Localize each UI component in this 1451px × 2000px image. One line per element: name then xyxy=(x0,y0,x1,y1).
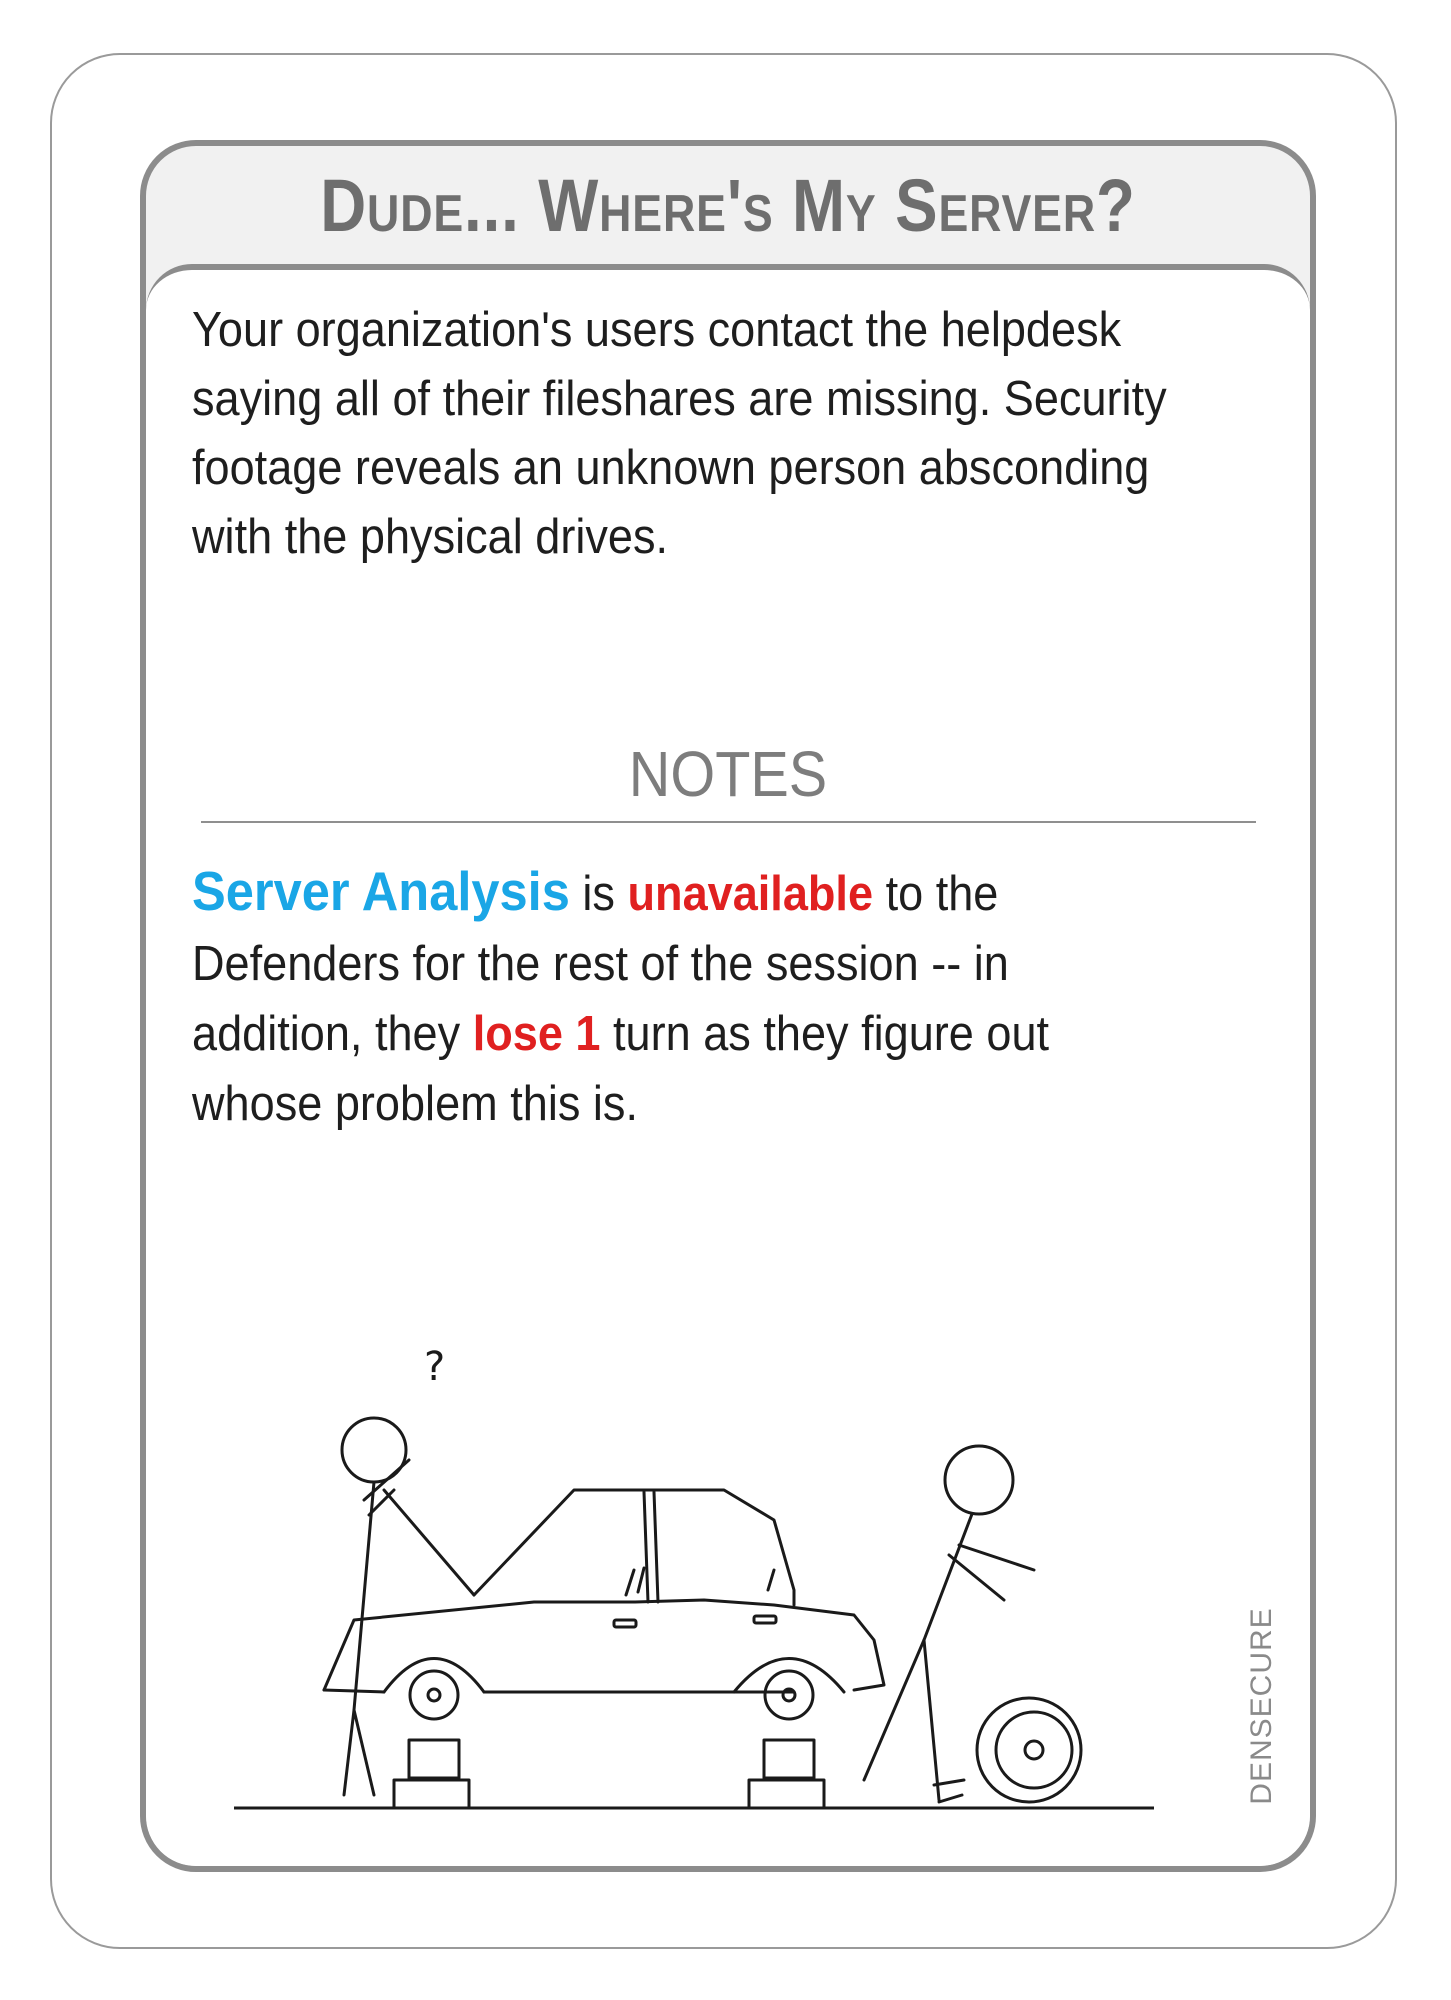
card-frame: Dude... Where's My Server? Your organiza… xyxy=(140,140,1316,1872)
car-without-wheels-icon: ? xyxy=(234,1344,1154,1810)
person-right-head xyxy=(943,1444,1015,1516)
person-left-body xyxy=(342,1480,376,1797)
card-body: Your organization's users contact the he… xyxy=(146,264,1310,1866)
notes-highlight-unavailable: unavailable xyxy=(627,867,874,921)
car-body xyxy=(322,1598,886,1692)
wheel-arch-front xyxy=(382,1657,486,1694)
brick-front xyxy=(407,1738,461,1780)
brand-text: DENSECURE xyxy=(1245,1607,1278,1805)
car-cabin xyxy=(472,1488,796,1607)
scenario-text: Your organization's users contact the he… xyxy=(192,303,1167,564)
question-mark: ? xyxy=(424,1344,445,1390)
hub-rear xyxy=(763,1669,815,1721)
notes-text-segment: is xyxy=(569,867,628,921)
brick-rear xyxy=(762,1738,816,1780)
notes-text-segment: turn as they figure out whose problem th… xyxy=(192,1007,1050,1131)
hub-front xyxy=(408,1669,460,1721)
notes-heading: NOTES xyxy=(628,738,828,810)
notes-divider xyxy=(201,821,1256,823)
person-right-body xyxy=(862,1512,974,1782)
rolling-wheel xyxy=(975,1696,1083,1804)
notes-highlight-server-analysis: Server Analysis xyxy=(192,860,570,922)
notes-text: Server Analysis is unavailable to the De… xyxy=(192,856,1112,1139)
notes-highlight-lose-1: lose 1 xyxy=(472,1007,601,1061)
notes-text-segment: to the Defenders for the rest of the ses… xyxy=(192,867,1009,1061)
card-title: Dude... Where's My Server? xyxy=(320,163,1136,247)
wheel-arch-rear xyxy=(732,1657,846,1694)
brand-label: DENSECURE xyxy=(1242,1596,1282,1816)
